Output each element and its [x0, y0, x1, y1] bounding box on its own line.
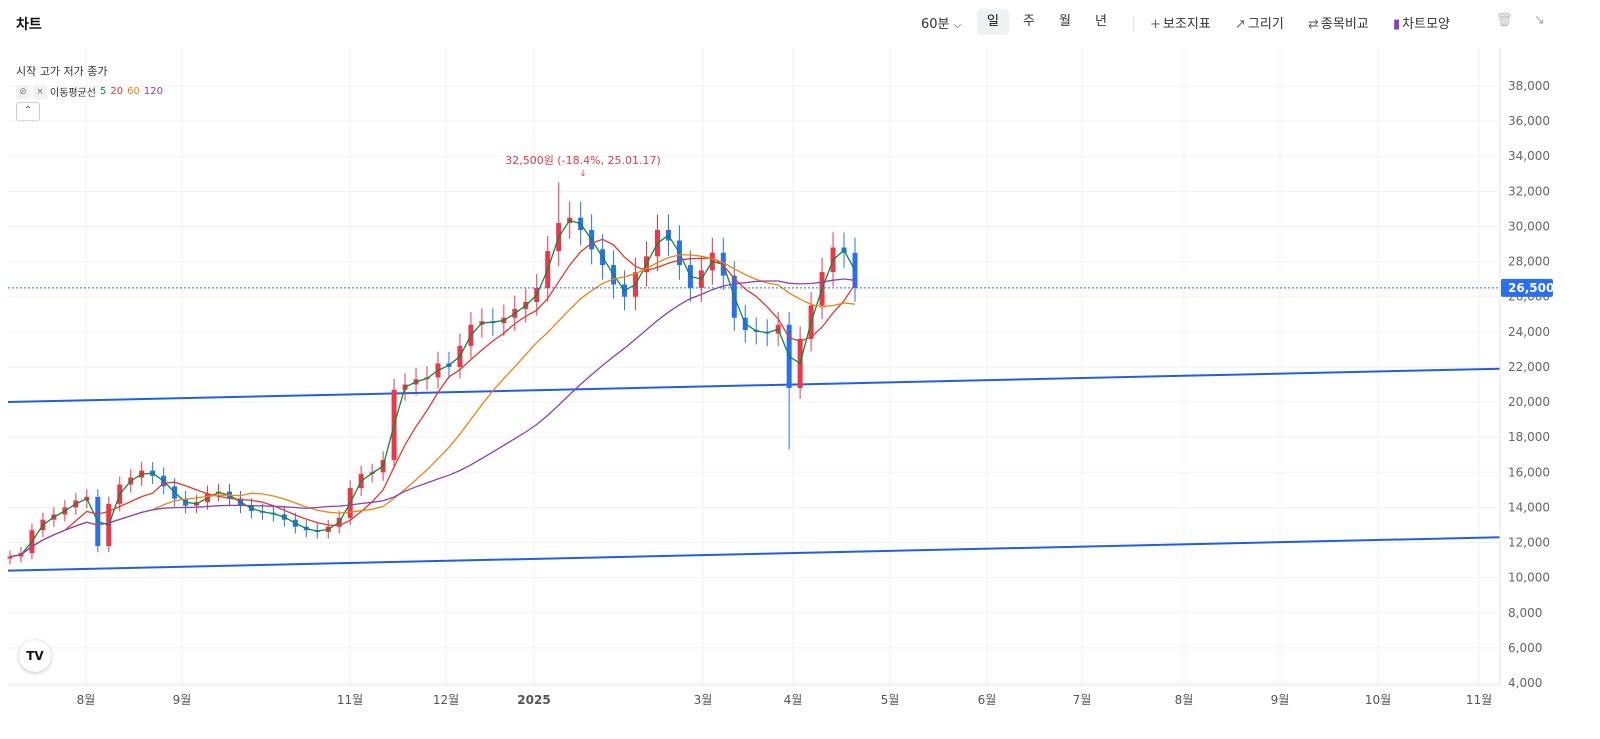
current-price-label: 26,500 — [1508, 281, 1554, 295]
chart-style-label: 차트모양 — [1402, 17, 1450, 32]
page-title: 차트 — [16, 17, 42, 33]
ohlc-legend: 시작 고가 저가 종가 — [16, 65, 108, 78]
y-tick-label: 6,000 — [1508, 641, 1542, 655]
y-tick-label: 24,000 — [1508, 325, 1550, 339]
pencil-icon: ↗ — [1235, 17, 1246, 32]
x-tick-label: 11월 — [1466, 693, 1492, 707]
y-tick-label: 12,000 — [1508, 536, 1550, 550]
plus-icon: + — [1150, 17, 1161, 32]
trendline — [7, 367, 1501, 404]
y-tick-label: 10,000 — [1508, 571, 1550, 585]
y-tick-label: 38,000 — [1508, 79, 1550, 93]
axes: 4,000 6,000 8,000 10,000 12,000 14,000 16,000 1… — [77, 79, 1550, 707]
high-annotation: 32,500원 (-18.4%, 25.01.17) — [505, 154, 661, 167]
y-tick-label: 36,000 — [1508, 114, 1550, 128]
ma-line-20 — [9, 238, 856, 558]
compare-icon: ⇄ — [1308, 17, 1319, 32]
compare-label: 종목비교 — [1320, 17, 1369, 32]
ma-legend: ⊘ × 이동평균선 5 20 60 120 — [16, 84, 163, 99]
y-tick-label: 4,000 — [1508, 676, 1542, 690]
ma-60-label: 60 — [127, 86, 140, 97]
y-tick-label: 32,000 — [1508, 184, 1550, 198]
chart-style-button[interactable]: ▮ 차트모양 — [1393, 13, 1450, 32]
ma-line-5 — [9, 219, 856, 558]
x-tick-label: 8월 — [1175, 693, 1194, 707]
x-tick-label: 9월 — [173, 693, 192, 707]
y-tick-label: 34,000 — [1508, 149, 1550, 163]
chevron-down-icon: ⌵ — [953, 20, 962, 31]
interval-dropdown[interactable]: 60분 ⌵ — [921, 13, 961, 32]
y-tick-label: 22,000 — [1508, 360, 1550, 374]
draw-label: 그리기 — [1247, 17, 1284, 32]
tab-year[interactable]: 년 — [1095, 14, 1107, 29]
y-tick-label: 30,000 — [1508, 219, 1550, 233]
moving-averages — [9, 219, 856, 558]
y-tick-label: 28,000 — [1508, 255, 1550, 269]
interval-label: 60분 — [921, 17, 950, 32]
candle-body — [7, 556, 13, 559]
ma-legend-label: 이동평균선 — [50, 88, 96, 99]
ma-line-120 — [9, 278, 856, 558]
tradingview-logo[interactable]: TV — [19, 640, 51, 672]
x-tick-label: 12월 — [433, 693, 459, 707]
tab-month[interactable]: 월 — [1059, 14, 1071, 29]
compare-button[interactable]: ⇄ 종목비교 — [1308, 13, 1369, 32]
x-tick-label: 4월 — [784, 693, 803, 707]
x-tick-label: 11월 — [337, 693, 363, 707]
arrow-down-icon: ↓ — [579, 169, 587, 179]
tab-week[interactable]: 주 — [1023, 14, 1035, 29]
top-toolbar: 차트 60분 ⌵ 일 주 월 년 + 보조지표 ↗ 그리기 ⇄ 종목비교 ▮ 차트모양 … — [0, 0, 1600, 48]
current-price-badge — [1501, 278, 1553, 297]
trendline — [7, 536, 1501, 572]
x-tick-label: 8월 — [77, 693, 96, 707]
ma-120-label: 120 — [143, 86, 163, 97]
x-tick-label: 2025 — [517, 693, 550, 707]
x-tick-label: 7월 — [1073, 693, 1092, 707]
draw-button[interactable]: ↗ 그리기 — [1235, 13, 1284, 32]
eye-off-icon[interactable]: ⊘ — [16, 84, 30, 99]
ma-5-label: 5 — [100, 86, 107, 97]
collapse-icon[interactable]: ↘ — [1534, 13, 1545, 28]
indicator-label: 보조지표 — [1162, 17, 1211, 32]
y-tick-label: 20,000 — [1508, 395, 1550, 409]
y-tick-label: 18,000 — [1508, 430, 1550, 444]
close-icon[interactable]: × — [33, 84, 47, 99]
legend-collapse-button[interactable]: ⌃ — [16, 102, 40, 121]
ma-20-label: 20 — [110, 86, 124, 97]
trash-icon[interactable]: 🗑 — [1496, 13, 1513, 28]
toolbar-divider — [1133, 16, 1134, 32]
y-tick-label: 14,000 — [1508, 500, 1550, 514]
x-tick-label: 3월 — [694, 693, 713, 707]
x-tick-label: 10월 — [1365, 693, 1391, 707]
y-tick-label: 8,000 — [1508, 606, 1542, 620]
y-tick-label: 16,000 — [1508, 465, 1550, 479]
trendlines — [7, 367, 1501, 572]
indicator-button[interactable]: + 보조지표 — [1150, 13, 1211, 32]
tab-day[interactable]: 일 — [977, 9, 1009, 35]
x-tick-label: 9월 — [1271, 693, 1290, 707]
x-tick-label: 5월 — [881, 693, 900, 707]
ma-line-60 — [9, 254, 856, 558]
candles-icon: ▮ — [1393, 17, 1401, 32]
chart-grid — [8, 48, 1500, 685]
x-tick-label: 6월 — [978, 693, 997, 707]
